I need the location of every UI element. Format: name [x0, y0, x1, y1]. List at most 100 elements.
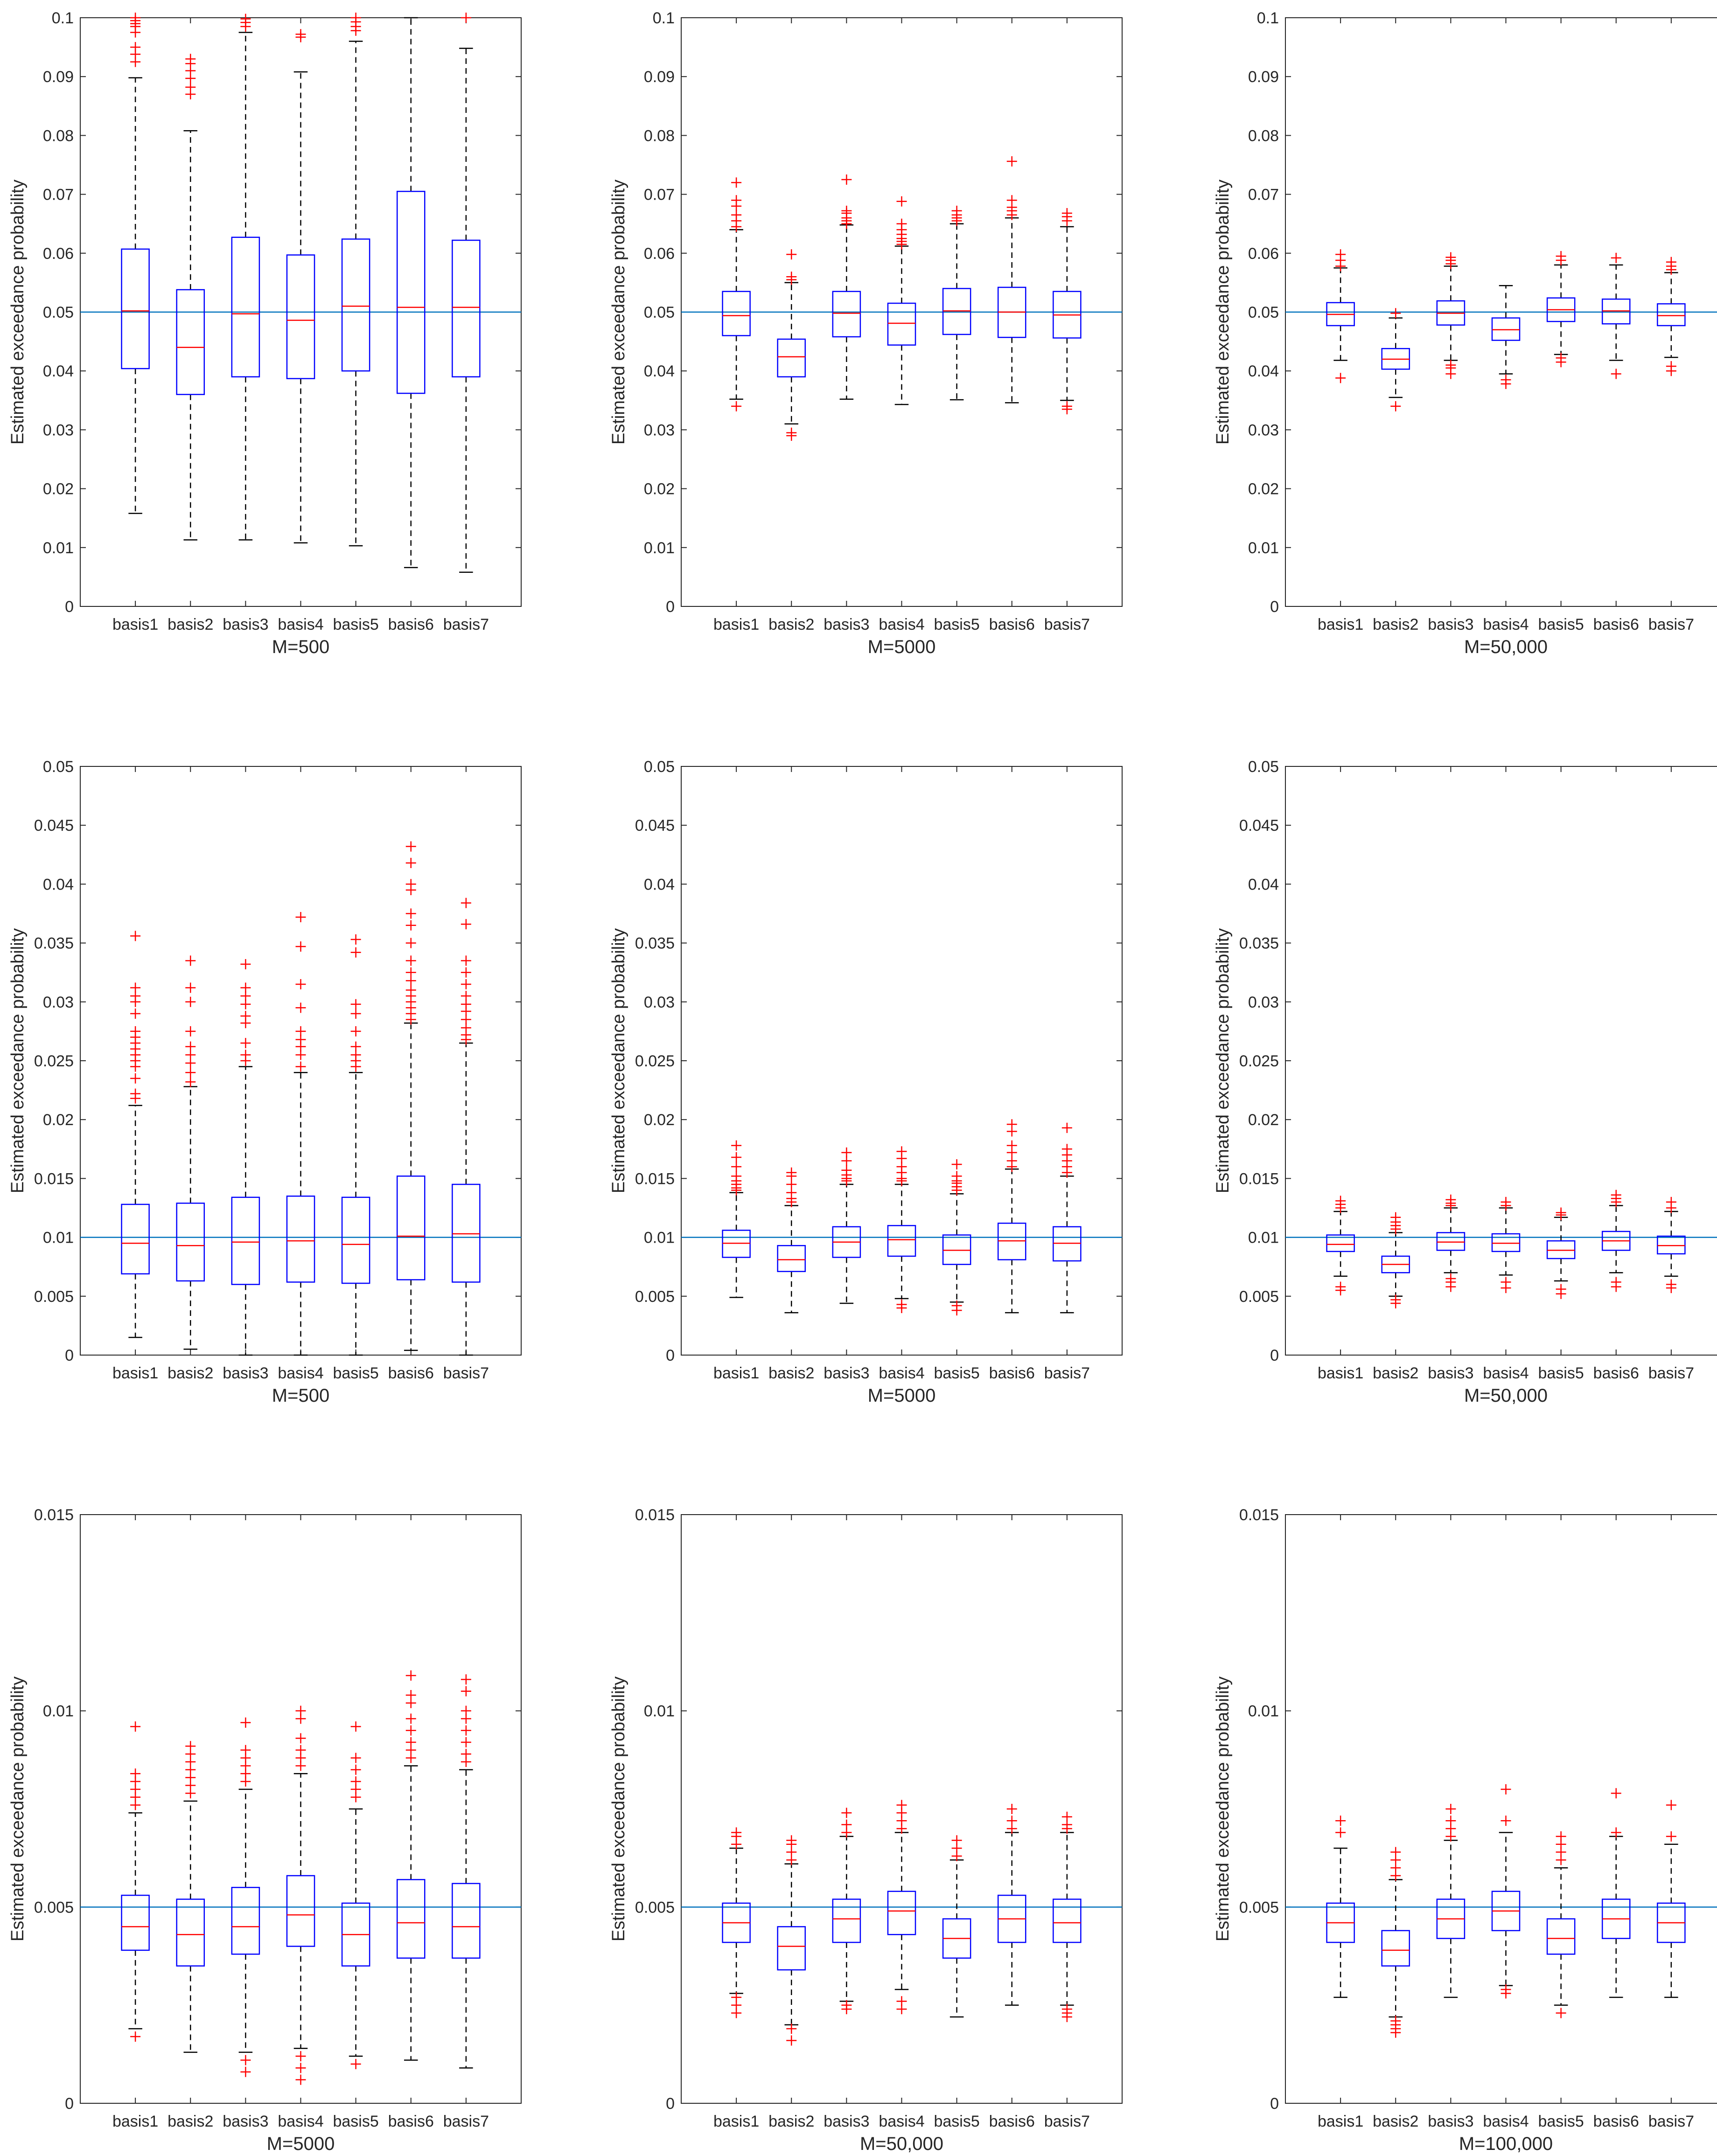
- y-tick-label: 0.015: [1239, 1170, 1279, 1188]
- outlier-marker: [1445, 1815, 1456, 1826]
- outlier-marker: [731, 1171, 742, 1182]
- outlier-marker: [951, 205, 962, 216]
- box-basis2: [176, 54, 205, 541]
- box-basis2: [1381, 308, 1410, 411]
- outlier-marker: [896, 218, 907, 229]
- y-tick-label: 0: [1270, 2095, 1279, 2113]
- outlier-marker: [1445, 360, 1456, 370]
- x-axis-label: M=500: [272, 1385, 329, 1406]
- y-tick-label: 0.09: [644, 68, 675, 86]
- y-tick-label: 0.025: [34, 1052, 74, 1070]
- x-tick-label: basis1: [112, 1364, 158, 1382]
- y-tick-label: 0.035: [635, 935, 675, 953]
- iqr-box: [832, 291, 861, 338]
- outlier-marker: [1611, 1277, 1621, 1287]
- outlier-marker: [1006, 1119, 1017, 1130]
- x-tick-label: basis2: [1373, 616, 1418, 633]
- box-basis7: [1657, 1196, 1686, 1294]
- x-tick-label: basis5: [1538, 616, 1584, 633]
- box-basis3: [231, 959, 260, 1356]
- y-tick-label: 0: [65, 598, 74, 616]
- y-tick-label: 0.05: [43, 758, 74, 776]
- panel-3: 0 0.01 0.02 0.03 0.04 0.05 0.06 0.07 0.08 0.09 0.1…: [1213, 9, 1717, 657]
- outlier-marker: [1501, 1784, 1511, 1794]
- x-tick-label: basis2: [768, 616, 814, 633]
- iqr-box: [1053, 1899, 1082, 1943]
- outlier-marker: [295, 2074, 306, 2085]
- x-tick-label: basis1: [112, 616, 158, 633]
- outlier-marker: [350, 1776, 361, 1787]
- iqr-box: [1381, 1930, 1410, 1967]
- y-tick-label: 0.04: [644, 362, 675, 380]
- outlier-marker: [731, 1140, 742, 1151]
- iqr-box: [341, 1196, 370, 1284]
- y-tick-label: 0.03: [43, 421, 74, 439]
- box-basis1: [722, 1140, 751, 1298]
- iqr-box: [1546, 1918, 1576, 1955]
- iqr-box: [1326, 1234, 1355, 1252]
- x-tick-label: basis3: [824, 1364, 869, 1382]
- box-basis6: [1601, 1788, 1631, 1998]
- outlier-marker: [731, 177, 742, 188]
- outlier-marker: [1445, 1804, 1456, 1814]
- plot-frame: [80, 766, 522, 1356]
- y-tick-label: 0.01: [43, 1229, 74, 1247]
- outlier-marker: [1006, 1815, 1017, 1826]
- outlier-marker: [350, 1764, 361, 1775]
- box-basis2: [1381, 1212, 1410, 1308]
- box-basis3: [832, 174, 861, 400]
- x-tick-label: basis4: [278, 2113, 323, 2130]
- x-tick-label: basis3: [223, 1364, 268, 1382]
- outlier-marker: [786, 427, 797, 438]
- x-tick-label: basis2: [768, 2113, 814, 2130]
- outlier-marker: [461, 919, 471, 930]
- x-axis-label: M=50,000: [1464, 1385, 1548, 1406]
- y-tick-label: 0.02: [43, 1111, 74, 1129]
- outlier-marker: [1501, 375, 1511, 385]
- iqr-box: [832, 1899, 861, 1943]
- outlier-marker: [130, 2031, 141, 2042]
- box-basis3: [1436, 252, 1466, 379]
- outlier-marker: [1390, 1294, 1401, 1305]
- y-tick-label: 0.03: [1248, 421, 1279, 439]
- iqr-box: [121, 1203, 150, 1275]
- box-basis6: [997, 156, 1026, 403]
- panel-6: 0 0.005 0.01 0.015 0.02 0.025 0.03 0.035 0.04 0.0…: [1213, 758, 1717, 1406]
- outlier-marker: [1390, 2016, 1401, 2026]
- x-tick-label: basis1: [1318, 616, 1363, 633]
- iqr-box: [341, 238, 370, 372]
- y-tick-label: 0.05: [1248, 304, 1279, 321]
- outlier-marker: [461, 1705, 471, 1716]
- outlier-marker: [130, 1008, 141, 1019]
- y-tick-label: 0.015: [635, 1506, 675, 1524]
- outlier-marker: [1556, 251, 1566, 262]
- outlier-marker: [350, 2059, 361, 2069]
- y-tick-label: 0.025: [1239, 1052, 1279, 1070]
- x-tick-label: basis5: [333, 616, 378, 633]
- outlier-marker: [405, 1725, 416, 1736]
- outlier-marker: [185, 996, 196, 1007]
- box-basis6: [997, 1804, 1026, 2006]
- outlier-marker: [1556, 2008, 1566, 2018]
- outlier-marker: [295, 912, 306, 923]
- x-tick-label: basis5: [934, 1364, 979, 1382]
- x-tick-label: basis2: [168, 2113, 213, 2130]
- iqr-box: [231, 1196, 260, 1285]
- x-tick-label: basis7: [443, 2113, 489, 2130]
- outlier-marker: [1501, 1277, 1511, 1287]
- x-tick-label: basis4: [879, 1364, 924, 1382]
- y-axis-label: Estimated exceedance probability: [609, 180, 628, 445]
- outlier-marker: [1390, 1847, 1401, 1857]
- box-basis3: [1436, 1194, 1466, 1292]
- outlier-marker: [1445, 1194, 1456, 1205]
- outlier-marker: [185, 1077, 196, 1087]
- iqr-box: [722, 1230, 751, 1258]
- x-tick-label: basis1: [713, 616, 759, 633]
- x-tick-label: basis6: [1593, 616, 1639, 633]
- y-tick-label: 0: [666, 598, 675, 616]
- y-tick-label: 0.07: [644, 186, 675, 204]
- box-basis1: [121, 1721, 150, 2042]
- x-tick-label: basis6: [989, 616, 1035, 633]
- y-axis-label: Estimated exceedance probability: [609, 1676, 628, 1941]
